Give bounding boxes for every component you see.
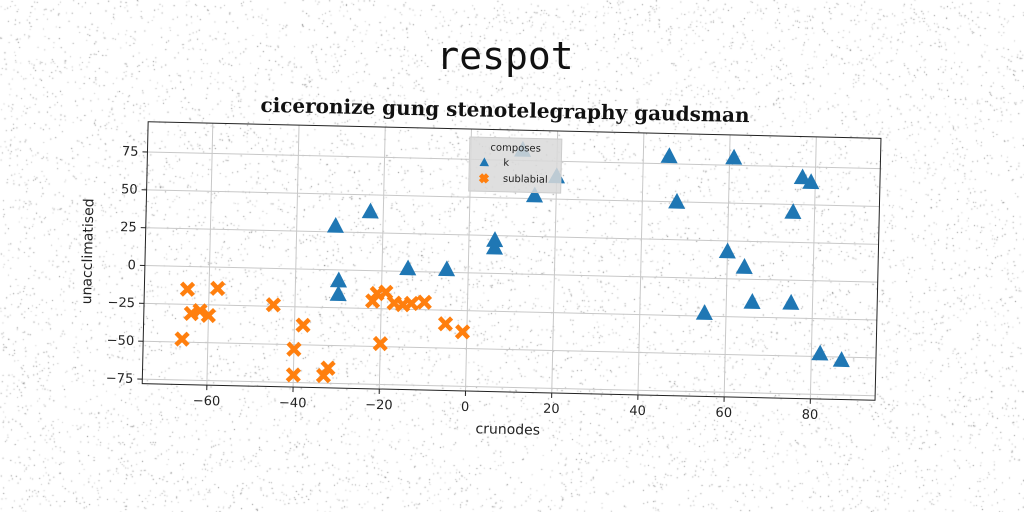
data-point-sublabial <box>176 333 188 345</box>
y-tick-label: −50 <box>107 333 135 349</box>
grid-line-y <box>142 379 875 396</box>
data-point-sublabial <box>181 283 193 295</box>
data-point-k <box>362 202 379 218</box>
data-point-sublabial <box>267 299 279 311</box>
y-tick-label: 0 <box>127 258 136 273</box>
legend-label-sublabial: sublabial <box>503 174 548 186</box>
grid-line-x <box>207 123 213 385</box>
grid-line-y <box>143 341 876 358</box>
data-point-sublabial <box>297 319 309 331</box>
legend-label-k: k <box>503 158 509 169</box>
y-tick-label: −25 <box>107 296 135 312</box>
data-point-k <box>784 203 801 219</box>
y-tick-label: 75 <box>122 144 139 159</box>
x-tick-label: −40 <box>279 396 307 412</box>
x-tick-label: 40 <box>629 404 646 419</box>
data-point-k <box>327 217 344 233</box>
data-point-k <box>661 147 678 163</box>
data-point-sublabial <box>418 296 430 308</box>
y-axis-label: unacclimatised <box>79 198 97 304</box>
y-tick-label: 25 <box>120 220 137 235</box>
grid-line-x <box>724 135 730 397</box>
data-point-k <box>719 242 736 258</box>
data-point-k <box>399 259 416 275</box>
legend: composes k sublabial <box>469 137 562 193</box>
legend-title: composes <box>490 142 541 154</box>
data-point-sublabial <box>212 282 224 294</box>
x-axis-label: crunodes <box>475 421 540 438</box>
data-point-k <box>782 294 799 310</box>
data-point-k <box>330 271 347 287</box>
data-point-k <box>438 260 455 276</box>
grid-line-y <box>146 228 879 245</box>
legend-marker-sublabial <box>480 175 487 182</box>
x-tick-label: 20 <box>543 402 560 417</box>
data-point-sublabial <box>439 318 451 330</box>
x-tick-label: 0 <box>461 400 470 415</box>
x-tick-label: 60 <box>715 406 732 421</box>
data-point-k <box>833 351 850 367</box>
data-point-k <box>668 193 685 209</box>
x-tick-label: −20 <box>365 398 393 414</box>
y-ticks: −75 −50 −25 0 25 50 75 <box>106 144 148 387</box>
data-point-k <box>725 149 742 165</box>
x-tick-label: 80 <box>802 408 819 423</box>
grid-line-y <box>145 266 878 283</box>
data-point-k <box>696 304 713 320</box>
y-tick-label: −75 <box>106 371 134 387</box>
grid-line-x <box>638 133 644 395</box>
y-tick-label: 50 <box>121 182 138 197</box>
data-point-k <box>736 258 753 274</box>
x-tick-label: −60 <box>193 394 221 410</box>
data-point-k <box>743 293 760 309</box>
data-point-k <box>811 344 828 360</box>
grid-line-y <box>144 303 877 320</box>
